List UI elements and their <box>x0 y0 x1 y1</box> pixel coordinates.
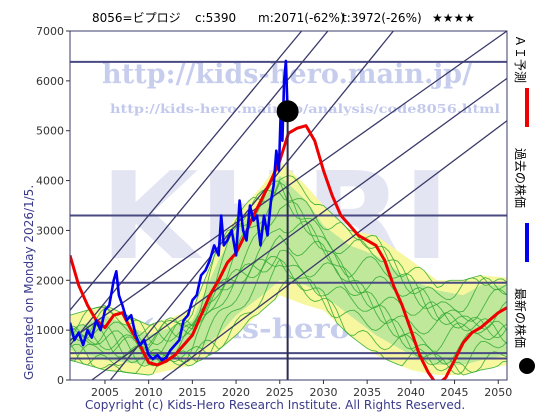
stock-code-label: 8056=ビプロジ <box>92 11 181 25</box>
current-price-label: c:5390 <box>195 11 236 25</box>
x-tick-label: 2025 <box>266 386 294 399</box>
watermark-analysis-url: http://kids-hero.main.jp/analysis/code80… <box>110 102 501 116</box>
x-tick-label: 2020 <box>222 386 250 399</box>
max-price-label: m:2071(-62%) <box>258 11 345 25</box>
y-tick-label: 5000 <box>36 125 64 138</box>
legend-ai-forecast-label: ＡＩ予測 <box>513 35 527 83</box>
x-tick-label: 2005 <box>91 386 119 399</box>
generated-date-label: Generated on Monday 2026/1/5. <box>22 185 36 380</box>
x-tick-label: 2040 <box>397 386 425 399</box>
legend: ＡＩ予測 過去の株価 最新の株価 <box>513 35 535 374</box>
y-tick-label: 1000 <box>36 324 64 337</box>
past-price-line <box>70 59 289 362</box>
x-tick-label: 2050 <box>484 386 512 399</box>
x-tick-label: 2030 <box>309 386 337 399</box>
x-tick-label: 2015 <box>178 386 206 399</box>
y-tick-label: 0 <box>57 374 64 387</box>
plot-frame <box>69 30 508 381</box>
y-tick-label: 6000 <box>36 75 64 88</box>
legend-latest-price-label: 最新の株価 <box>513 288 528 348</box>
legend-past-price-label: 過去の株価 <box>513 148 528 208</box>
y-tick-label: 2000 <box>36 274 64 287</box>
target-price-label: t:3972(-26%) <box>342 11 422 25</box>
trend-line <box>70 31 303 311</box>
y-tick-label: 3000 <box>36 224 64 237</box>
trend-line <box>91 77 507 380</box>
trend-line <box>161 120 507 380</box>
y-axis: 0 1000 2000 3000 4000 5000 6000 7000 <box>36 25 70 387</box>
x-axis: 2005 2010 2015 2020 2025 2030 2035 2040 2045 2050 <box>91 380 512 399</box>
y-tick-label: 4000 <box>36 175 64 188</box>
copyright-text: Copyright (c) Kids-Hero Research Institu… <box>85 398 465 412</box>
legend-latest-price-swatch <box>519 358 535 374</box>
x-tick-label: 2035 <box>353 386 381 399</box>
x-tick-label: 2045 <box>441 386 469 399</box>
x-tick-label: 2010 <box>135 386 163 399</box>
y-tick-label: 7000 <box>36 25 64 38</box>
chart-header: 8056=ビプロジ c:5390 m:2071(-62%) t:3972(-26… <box>92 11 475 25</box>
rating-stars: ★★★★ <box>432 11 475 25</box>
latest-price-marker <box>276 100 299 123</box>
